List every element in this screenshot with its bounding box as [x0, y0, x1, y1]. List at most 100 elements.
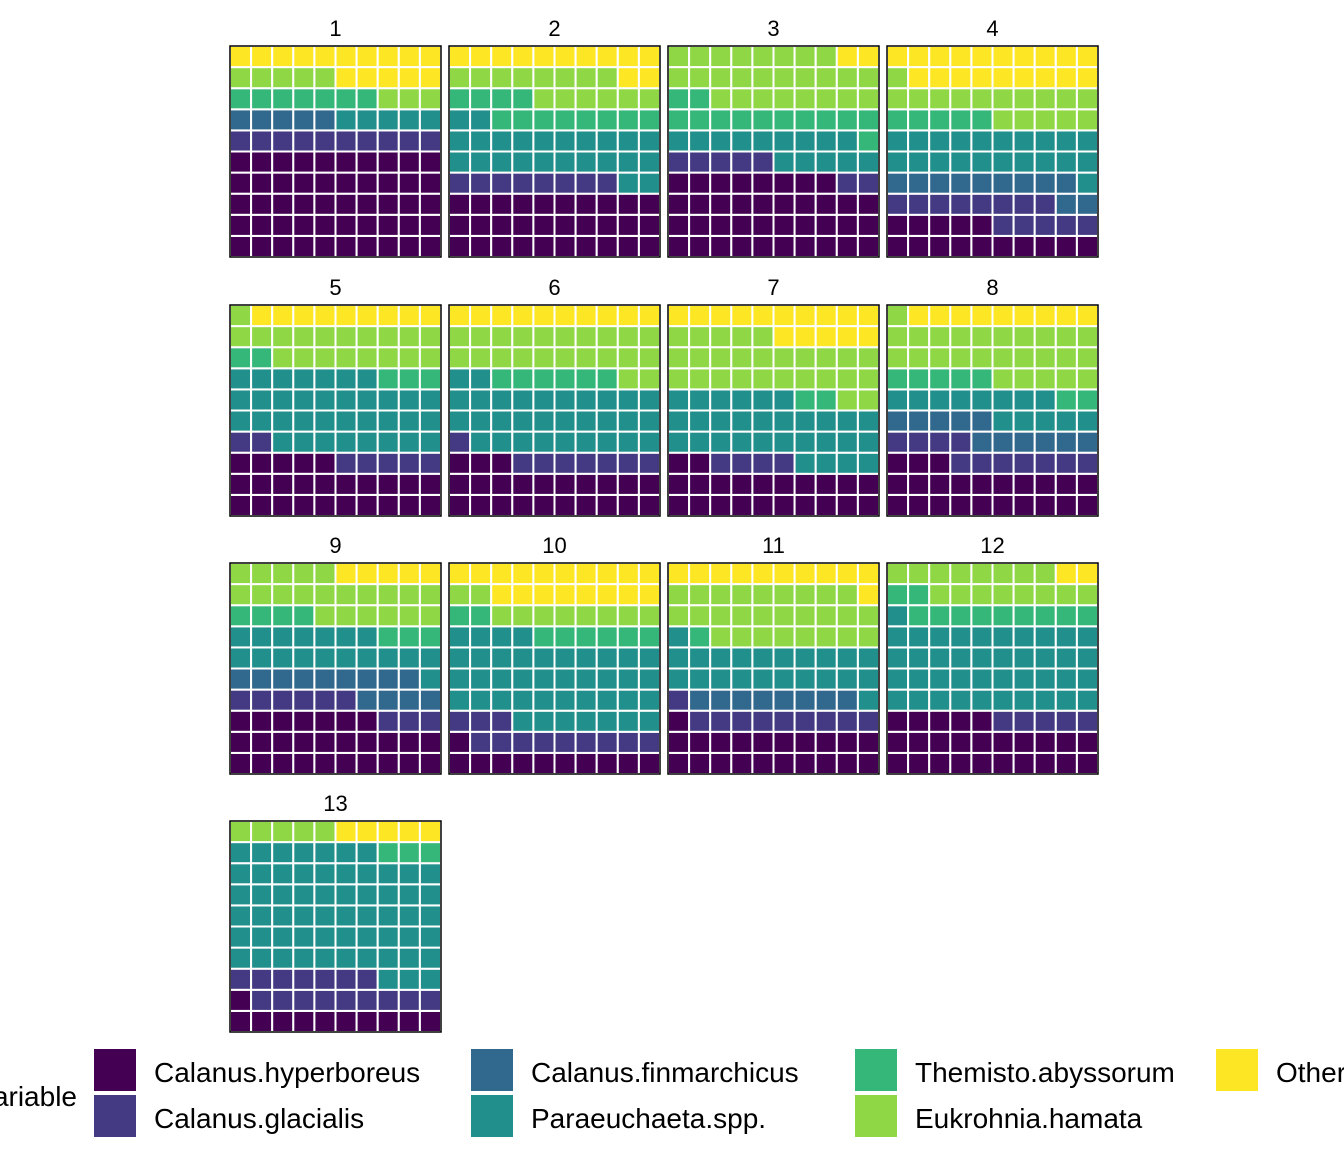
waffle-cell	[334, 430, 358, 454]
waffle-cell	[1054, 451, 1078, 475]
waffle-cell	[397, 325, 421, 349]
waffle-cell	[376, 192, 400, 216]
waffle-cell	[709, 730, 733, 754]
waffle-cell	[553, 430, 577, 454]
waffle-cell	[709, 66, 733, 90]
waffle-cell	[469, 604, 493, 628]
waffle-cell	[793, 129, 817, 153]
waffle-cell	[397, 171, 421, 195]
waffle-cell	[229, 667, 253, 691]
waffle-cell	[292, 841, 316, 865]
waffle-cell	[616, 213, 640, 237]
waffle-cell	[991, 604, 1015, 628]
waffle-cell	[928, 751, 952, 776]
waffle-cell	[418, 667, 442, 691]
waffle-cell	[928, 562, 952, 586]
waffle-cell	[271, 862, 295, 886]
waffle-cell	[469, 129, 493, 153]
waffle-cell	[688, 87, 712, 111]
waffle-cell	[1012, 562, 1036, 586]
waffle-cell	[835, 192, 859, 216]
waffle-cell	[907, 346, 931, 370]
waffle-cell	[553, 45, 577, 69]
waffle-cell	[730, 325, 754, 349]
waffle-cell	[469, 430, 493, 454]
waffle-cell	[229, 946, 253, 970]
waffle-cell	[418, 150, 442, 174]
waffle-cell	[229, 646, 253, 670]
waffle-cell	[793, 709, 817, 733]
waffle-cell	[271, 646, 295, 670]
waffle-cell	[688, 730, 712, 754]
waffle-cell	[574, 709, 598, 733]
waffle-cell	[448, 751, 472, 776]
waffle-cell	[355, 430, 379, 454]
waffle-cell	[397, 730, 421, 754]
waffle-cell	[418, 862, 442, 886]
waffle-cell	[772, 667, 796, 691]
waffle-cell	[271, 904, 295, 928]
waffle-cell	[469, 213, 493, 237]
waffle-cell	[397, 862, 421, 886]
waffle-cell	[1075, 709, 1100, 733]
waffle-cell	[949, 409, 973, 433]
waffle-cell	[469, 87, 493, 111]
waffle-cell	[397, 967, 421, 991]
waffle-cell	[730, 583, 754, 607]
waffle-cell	[970, 66, 994, 90]
waffle-cell	[469, 150, 493, 174]
waffle-cell	[730, 367, 754, 391]
panel-border	[886, 45, 1099, 258]
waffle-cell	[376, 1009, 400, 1034]
waffle-cell	[532, 213, 556, 237]
waffle-cell	[376, 667, 400, 691]
waffle-cell	[418, 430, 442, 454]
panel-border	[229, 304, 442, 517]
waffle-cell	[595, 451, 619, 475]
waffle-cell	[448, 583, 472, 607]
waffle-cell	[616, 430, 640, 454]
waffle-cell	[334, 150, 358, 174]
waffle-cell	[1012, 430, 1036, 454]
waffle-cell	[397, 451, 421, 475]
waffle-cell	[1075, 234, 1100, 258]
waffle-cell	[229, 862, 253, 886]
waffle-cell	[637, 751, 662, 776]
waffle-cell	[991, 688, 1015, 712]
waffle-cell	[835, 108, 859, 132]
waffle-cell	[397, 493, 421, 517]
waffle-cell	[667, 583, 691, 607]
waffle-cell	[1033, 213, 1057, 237]
waffle-cell	[376, 325, 400, 349]
waffle-cell	[511, 562, 535, 586]
waffle-cell	[553, 108, 577, 132]
waffle-cell	[553, 451, 577, 475]
waffle-cell	[616, 604, 640, 628]
waffle-cell	[970, 646, 994, 670]
waffle-cell	[418, 451, 442, 475]
waffle-cell	[970, 667, 994, 691]
waffle-cell	[511, 346, 535, 370]
waffle-cell	[271, 709, 295, 733]
waffle-cell	[1033, 604, 1057, 628]
waffle-cell	[751, 325, 775, 349]
waffle-cell	[1012, 171, 1036, 195]
waffle-cell	[553, 667, 577, 691]
waffle-cell	[1054, 87, 1078, 111]
waffle-cell	[418, 304, 442, 328]
waffle-cell	[292, 925, 316, 949]
waffle-cell	[928, 667, 952, 691]
waffle-cell	[616, 409, 640, 433]
waffle-cell	[490, 325, 514, 349]
waffle-cell	[793, 730, 817, 754]
waffle-cell	[1054, 625, 1078, 649]
waffle-cell	[793, 213, 817, 237]
waffle-cell	[814, 604, 838, 628]
waffle-cell	[334, 604, 358, 628]
waffle-cell	[1054, 171, 1078, 195]
waffle-cell	[928, 171, 952, 195]
waffle-cell	[334, 409, 358, 433]
waffle-cell	[376, 234, 400, 258]
waffle-cell	[250, 367, 274, 391]
waffle-cell	[856, 171, 881, 195]
